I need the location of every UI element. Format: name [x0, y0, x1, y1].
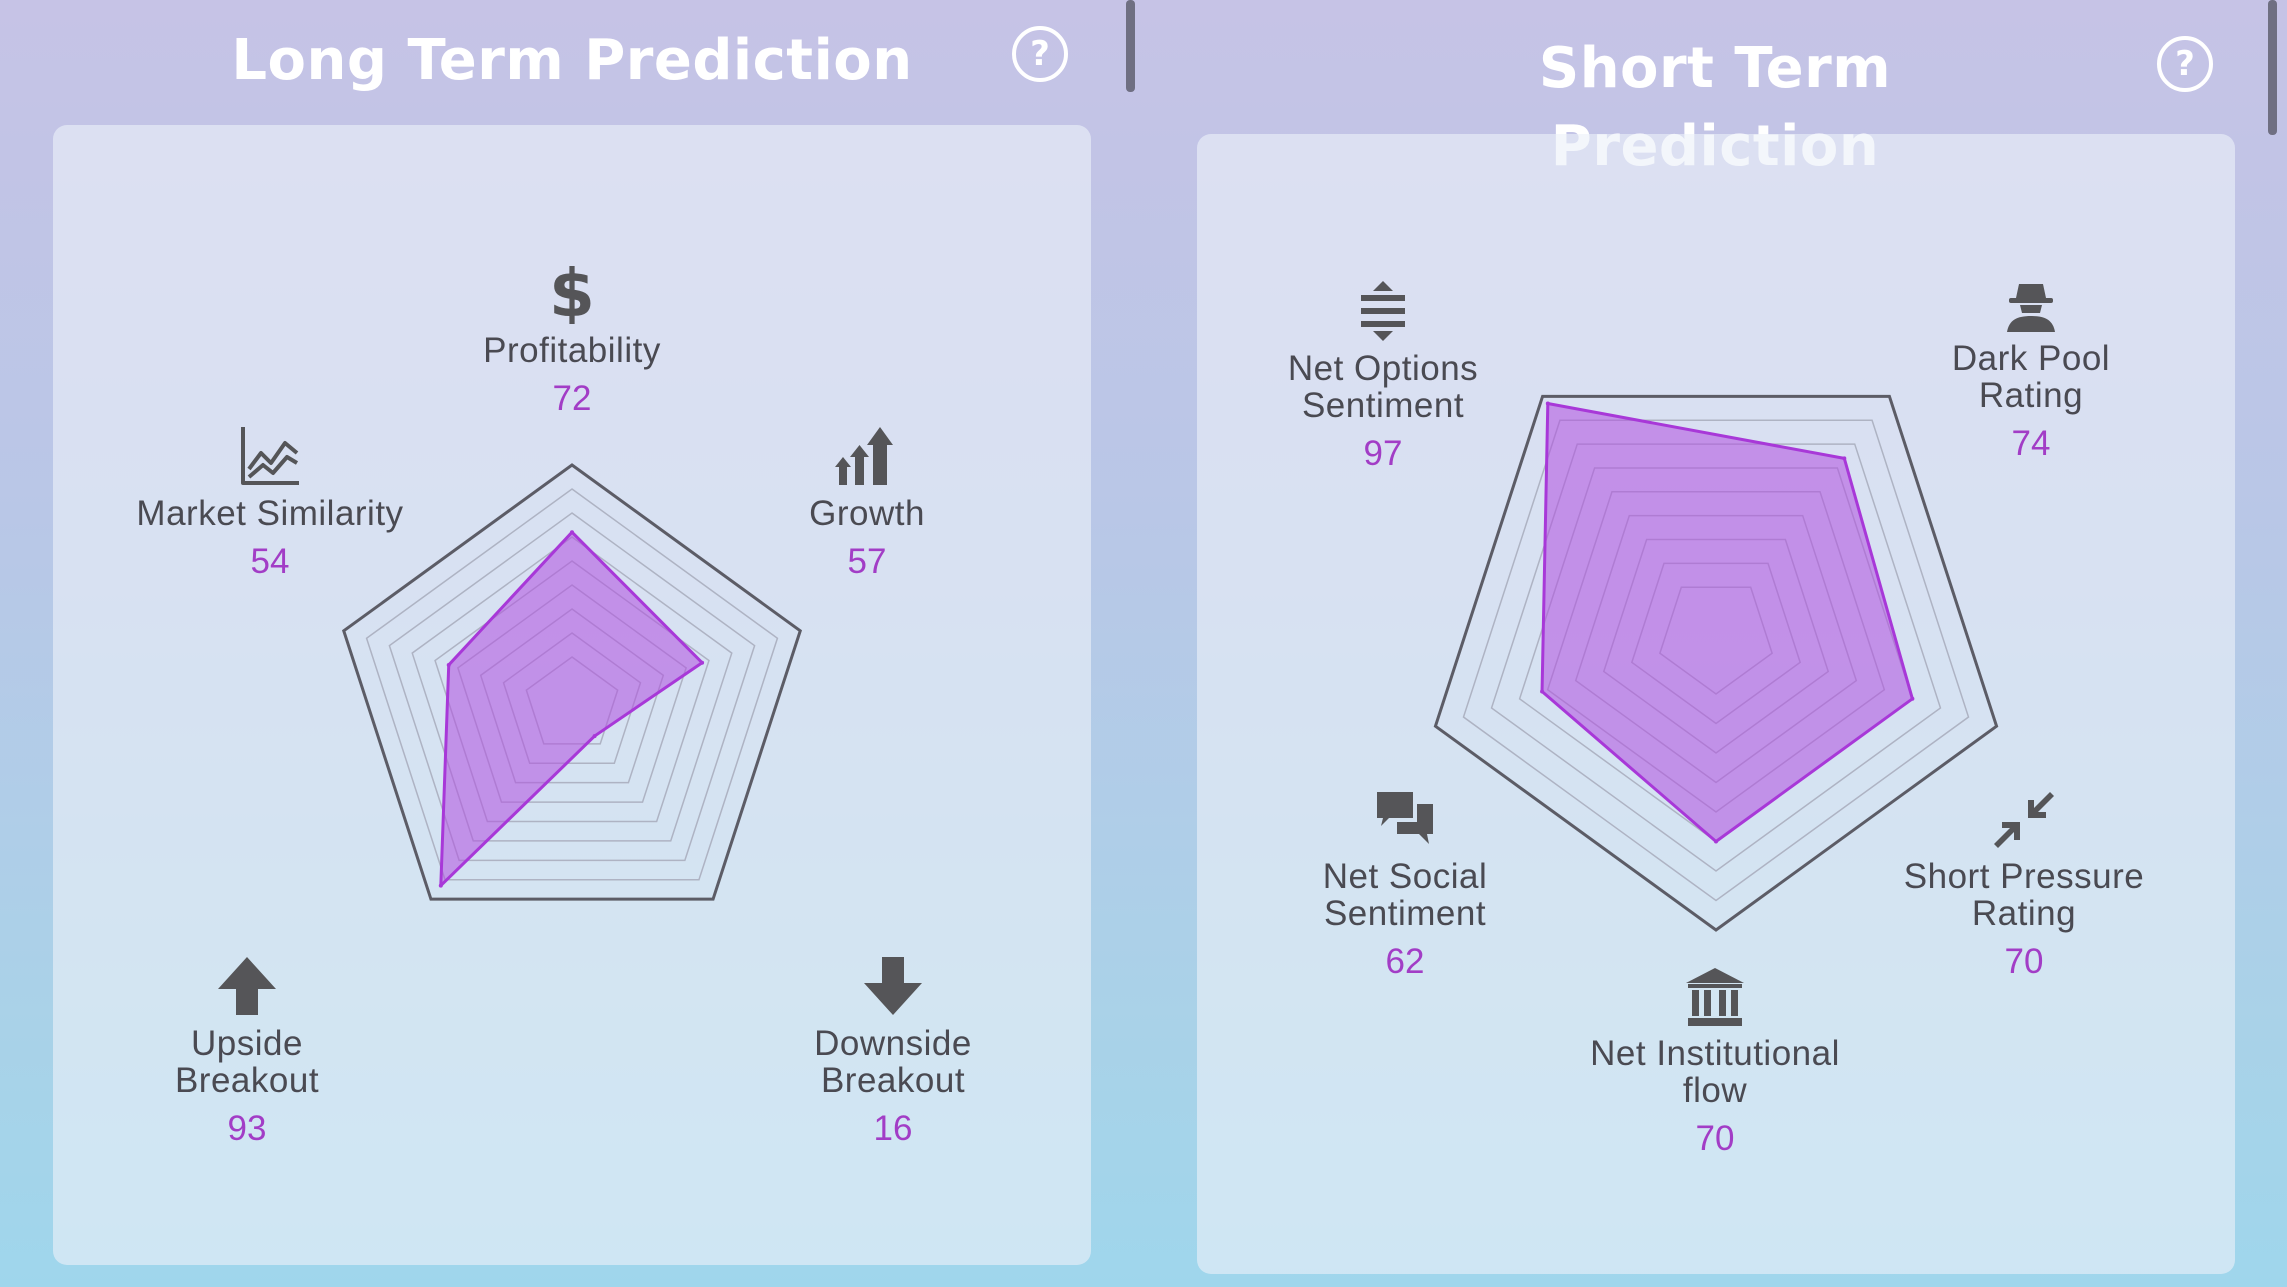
- panel-divider: [1126, 0, 1135, 92]
- axis-label: Growth: [809, 494, 925, 533]
- radar-grid-ring: [434, 560, 710, 823]
- radar-data-point: [700, 660, 705, 665]
- long-term-help-button[interactable]: ?: [1012, 26, 1068, 82]
- radar-outer-ring: [1433, 394, 1999, 932]
- axis-net-institutional-flow: Net Institutional flow 70: [1535, 967, 1895, 1159]
- radar-data-area: [1540, 401, 1914, 843]
- axis-label: Upside Breakout: [174, 1024, 320, 1100]
- axis-label: Short Pressure Rating: [1903, 857, 2145, 933]
- axis-label: Profitability: [483, 331, 661, 370]
- short-term-radar: [1433, 394, 1999, 932]
- axis-value: 72: [552, 379, 592, 418]
- svg-text:$: $: [549, 262, 595, 324]
- axis-value: 57: [847, 542, 887, 581]
- scrollbar[interactable]: [2268, 0, 2277, 135]
- radar-data-point: [592, 734, 597, 739]
- axis-value: 93: [227, 1109, 267, 1148]
- radar-data-point: [1910, 696, 1915, 701]
- long-term-radar: [341, 463, 803, 901]
- axis-value: 70: [1695, 1119, 1735, 1158]
- radar-outer-ring: [341, 463, 803, 901]
- axis-market-similarity: Market Similarity 54: [90, 425, 450, 582]
- axis-value: 97: [1363, 434, 1403, 473]
- radar-data-point: [438, 883, 443, 888]
- arrow-down-icon: [864, 957, 922, 1015]
- radar-data-point: [1545, 401, 1550, 406]
- axis-value: 62: [1385, 942, 1425, 981]
- axis-profitability: $ Profitability 72: [392, 262, 752, 419]
- axis-label: Dark Pool Rating: [1951, 339, 2111, 415]
- radar-grid-ring: [411, 536, 733, 842]
- chat-bubbles-icon: [1377, 792, 1433, 844]
- radar-data-point: [1842, 456, 1847, 461]
- radar-grid-ring: [388, 512, 756, 862]
- axis-short-pressure-rating: Short Pressure Rating 70: [1844, 790, 2204, 982]
- axis-value: 70: [2004, 942, 2044, 981]
- axis-net-options-sentiment: Net Options Sentiment 97: [1203, 280, 1563, 474]
- axis-value: 74: [2011, 424, 2051, 463]
- axis-label: Net Institutional flow: [1590, 1034, 1840, 1110]
- radar-data-point: [570, 530, 574, 535]
- axis-label: Net Options Sentiment: [1287, 349, 1479, 425]
- dollar-icon: $: [549, 262, 595, 324]
- radar-data-point: [1540, 689, 1545, 694]
- spy-icon: [2007, 284, 2055, 332]
- axis-value: 54: [250, 542, 290, 581]
- radar-data-point: [1714, 839, 1718, 844]
- bank-icon: [1686, 968, 1744, 1026]
- radar-data-area: [439, 530, 704, 888]
- axis-value: 16: [873, 1109, 913, 1148]
- radar-data-point: [446, 662, 451, 667]
- radar-grid-ring: [365, 488, 779, 881]
- long-term-title: Long Term Prediction: [231, 28, 913, 93]
- axis-upside-breakout: Upside Breakout 93: [67, 955, 427, 1149]
- up-down-arrows-icon: [1361, 281, 1405, 341]
- axis-downside-breakout: Downside Breakout 16: [713, 955, 1073, 1149]
- compress-arrows-icon: [1994, 792, 2054, 848]
- short-term-help-button[interactable]: ?: [2157, 36, 2213, 92]
- axis-dark-pool-rating: Dark Pool Rating 74: [1851, 280, 2211, 464]
- question-icon: ?: [1030, 34, 1050, 74]
- axis-label: Net Social Sentiment: [1322, 857, 1488, 933]
- arrow-up-icon: [218, 957, 276, 1015]
- axis-growth: Growth 57: [687, 425, 1047, 582]
- axis-net-social-sentiment: Net Social Sentiment 62: [1225, 790, 1585, 982]
- question-icon: ?: [2175, 44, 2195, 84]
- growth-arrows-icon: [835, 427, 893, 485]
- line-chart-icon: [241, 427, 299, 485]
- axis-label: Downside Breakout: [814, 1024, 972, 1100]
- axis-label: Market Similarity: [136, 494, 404, 533]
